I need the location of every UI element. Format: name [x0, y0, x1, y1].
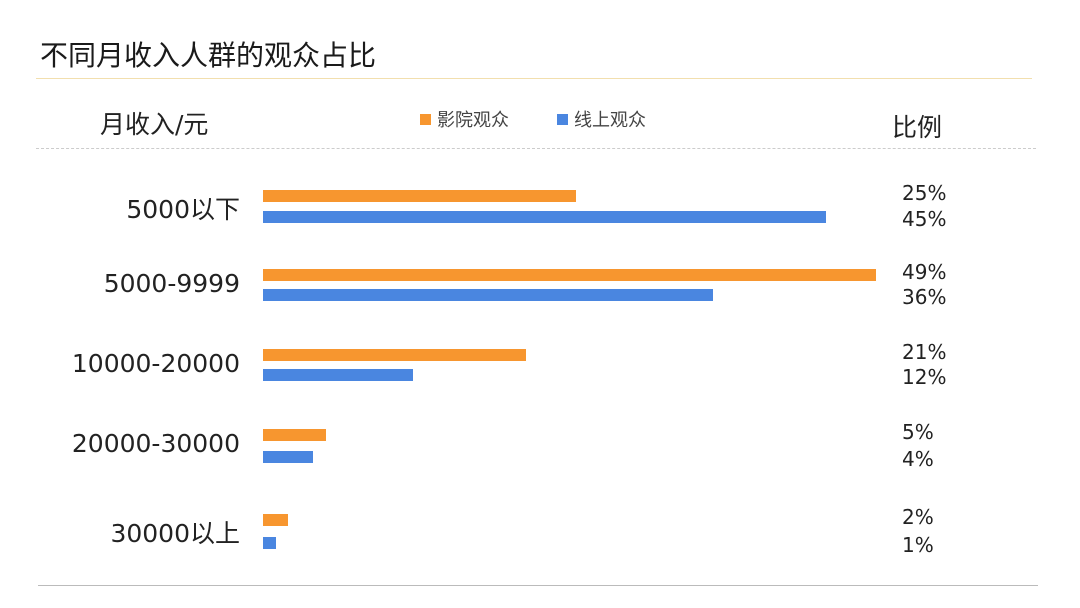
online-bar [263, 451, 313, 463]
cinema-bar [263, 514, 288, 526]
online-value-label: 12% [902, 365, 947, 389]
online-value-label: 36% [902, 285, 947, 309]
cinema-value-label: 25% [902, 181, 947, 205]
cinema-bar [263, 429, 326, 441]
category-label: 20000-30000 [71, 429, 240, 458]
cinema-value-label: 5% [902, 420, 934, 444]
online-value-label: 1% [902, 533, 934, 557]
category-label: 5000-9999 [103, 269, 240, 298]
online-value-label: 45% [902, 207, 947, 231]
legend-item-online: 线上观众 [557, 106, 646, 132]
online-bar [263, 289, 713, 301]
title-divider [36, 78, 1032, 79]
online-bar [263, 211, 826, 223]
legend-label-online: 线上观众 [574, 110, 646, 131]
cinema-value-label: 49% [902, 260, 947, 284]
cinema-value-label: 21% [902, 340, 947, 364]
legend-label-cinema: 影院观众 [437, 110, 509, 131]
category-label: 30000以上 [110, 519, 240, 548]
online-bar [263, 537, 276, 549]
value-column-label: 比例 [892, 113, 943, 142]
y-axis-label: 月收入/元 [100, 110, 209, 139]
category-label: 5000以下 [126, 195, 240, 224]
cinema-value-label: 2% [902, 505, 934, 529]
cinema-bar [263, 190, 576, 202]
online-bar [263, 369, 413, 381]
chart-title: 不同月收入人群的观众占比 [40, 39, 377, 72]
legend-swatch-online [557, 113, 568, 125]
cinema-bar [263, 269, 876, 281]
legend-item-cinema: 影院观众 [420, 106, 509, 132]
header-divider [36, 148, 1036, 149]
legend-swatch-cinema [420, 113, 431, 125]
category-label: 10000-20000 [71, 349, 240, 378]
online-value-label: 4% [902, 447, 934, 471]
cinema-bar [263, 349, 526, 361]
bottom-divider [38, 585, 1038, 586]
